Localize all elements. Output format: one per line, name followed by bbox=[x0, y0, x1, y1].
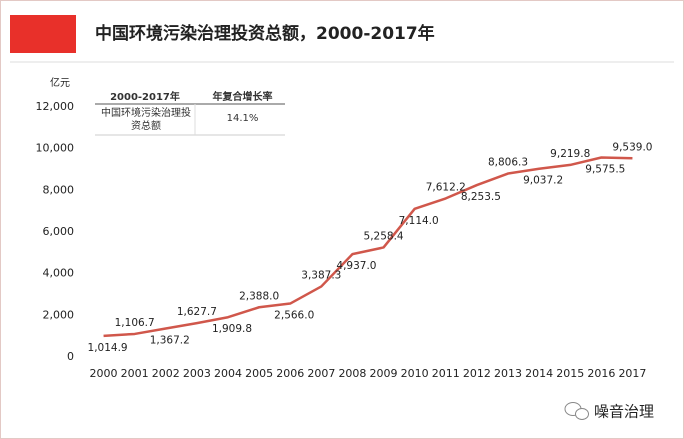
table-cell: 中国环境污染治理投资总额 bbox=[101, 108, 191, 132]
data-label: 9,575.5 bbox=[585, 164, 625, 176]
data-label: 1,627.7 bbox=[177, 306, 217, 318]
x-tick-label: 2001 bbox=[121, 367, 149, 380]
x-tick-label: 2011 bbox=[432, 367, 460, 380]
wechat-icon bbox=[564, 402, 589, 420]
x-tick-label: 2015 bbox=[556, 367, 584, 380]
x-tick-label: 2003 bbox=[183, 367, 211, 380]
y-tick-label: 8,000 bbox=[43, 183, 75, 196]
data-label: 8,806.3 bbox=[488, 157, 528, 169]
table-cell: 14.1% bbox=[226, 113, 259, 124]
data-label: 1,014.9 bbox=[88, 342, 128, 354]
data-label: 1,106.7 bbox=[115, 317, 155, 329]
y-tick-label: 2,000 bbox=[43, 308, 75, 321]
x-tick-label: 2005 bbox=[245, 367, 273, 380]
x-tick-label: 2007 bbox=[307, 367, 335, 380]
footer-text: 噪音治理 bbox=[594, 403, 654, 421]
y-unit: 亿元 bbox=[50, 76, 70, 89]
table-header: 2000-2017年 bbox=[110, 92, 180, 103]
data-label: 5,258.4 bbox=[364, 230, 404, 242]
table-header: 年复合增长率 bbox=[212, 92, 273, 103]
x-tick-label: 2009 bbox=[370, 367, 398, 380]
data-label: 1,909.8 bbox=[212, 323, 252, 335]
data-label: 4,937.0 bbox=[336, 260, 376, 272]
data-label: 9,219.8 bbox=[550, 148, 590, 160]
data-label: 7,612.2 bbox=[426, 181, 466, 193]
x-tick-label: 2013 bbox=[494, 367, 522, 380]
data-label: 2,388.0 bbox=[239, 290, 279, 302]
x-tick-label: 2012 bbox=[463, 367, 491, 380]
y-tick-label: 12,000 bbox=[36, 100, 75, 113]
x-tick-label: 2002 bbox=[152, 367, 180, 380]
x-tick-label: 2016 bbox=[587, 367, 615, 380]
y-tick-label: 6,000 bbox=[43, 225, 75, 238]
x-tick-label: 2017 bbox=[618, 367, 646, 380]
data-label: 2,566.0 bbox=[274, 310, 314, 322]
chart-title: 中国环境污染治理投资总额，2000-2017年 bbox=[95, 23, 435, 44]
data-label: 9,539.0 bbox=[612, 141, 652, 153]
x-tick-label: 2010 bbox=[401, 367, 429, 380]
data-label: 3,387.3 bbox=[301, 269, 341, 281]
data-label: 7,114.0 bbox=[399, 215, 439, 227]
data-label: 1,367.2 bbox=[150, 335, 190, 347]
x-tick-label: 2006 bbox=[276, 367, 304, 380]
x-tick-label: 2008 bbox=[338, 367, 366, 380]
data-label: 8,253.5 bbox=[461, 191, 501, 203]
x-tick-label: 2004 bbox=[214, 367, 242, 380]
title-flag bbox=[10, 15, 76, 53]
x-tick-label: 2014 bbox=[525, 367, 553, 380]
x-tick-label: 2000 bbox=[90, 367, 118, 380]
y-tick-label: 0 bbox=[67, 350, 74, 363]
line bbox=[103, 156, 633, 338]
y-tick-label: 4,000 bbox=[43, 267, 75, 280]
y-tick-label: 10,000 bbox=[36, 142, 75, 155]
data-label: 9,037.2 bbox=[523, 175, 563, 187]
